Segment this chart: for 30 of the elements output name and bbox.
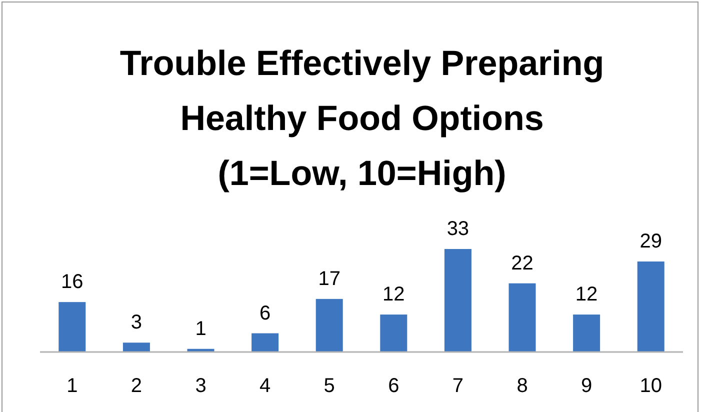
x-tick-label: 3 bbox=[195, 375, 206, 397]
bar bbox=[122, 342, 150, 352]
x-tick-label: 7 bbox=[452, 375, 464, 397]
bar bbox=[444, 249, 472, 352]
data-label: 12 bbox=[382, 284, 405, 306]
chart-title: Trouble Effectively Preparing Healthy Food Options (1=Low, 10=High) bbox=[120, 44, 604, 193]
data-label: 12 bbox=[575, 284, 598, 306]
bar bbox=[380, 314, 408, 352]
x-tick-label: 2 bbox=[130, 375, 142, 397]
data-label: 3 bbox=[130, 312, 142, 334]
x-tick-label: 9 bbox=[580, 375, 592, 397]
bar bbox=[58, 302, 86, 352]
data-label: 29 bbox=[640, 230, 662, 252]
bar bbox=[573, 314, 600, 352]
x-tick-label: 6 bbox=[388, 375, 400, 397]
x-tick-label: 1 bbox=[66, 375, 78, 397]
data-label: 6 bbox=[259, 302, 271, 324]
x-tick-label: 5 bbox=[324, 375, 335, 397]
data-label: 16 bbox=[61, 271, 84, 294]
data-label: 1 bbox=[195, 318, 206, 340]
bar bbox=[508, 283, 536, 352]
x-tick-label: 10 bbox=[640, 375, 662, 397]
data-label: 17 bbox=[318, 268, 340, 290]
bar bbox=[252, 333, 279, 352]
bar bbox=[316, 298, 343, 352]
data-label: 22 bbox=[511, 252, 534, 274]
x-tick-label: 4 bbox=[259, 375, 271, 397]
data-label: 33 bbox=[446, 218, 470, 240]
bar bbox=[637, 261, 664, 352]
x-tick-label: 8 bbox=[516, 375, 528, 397]
